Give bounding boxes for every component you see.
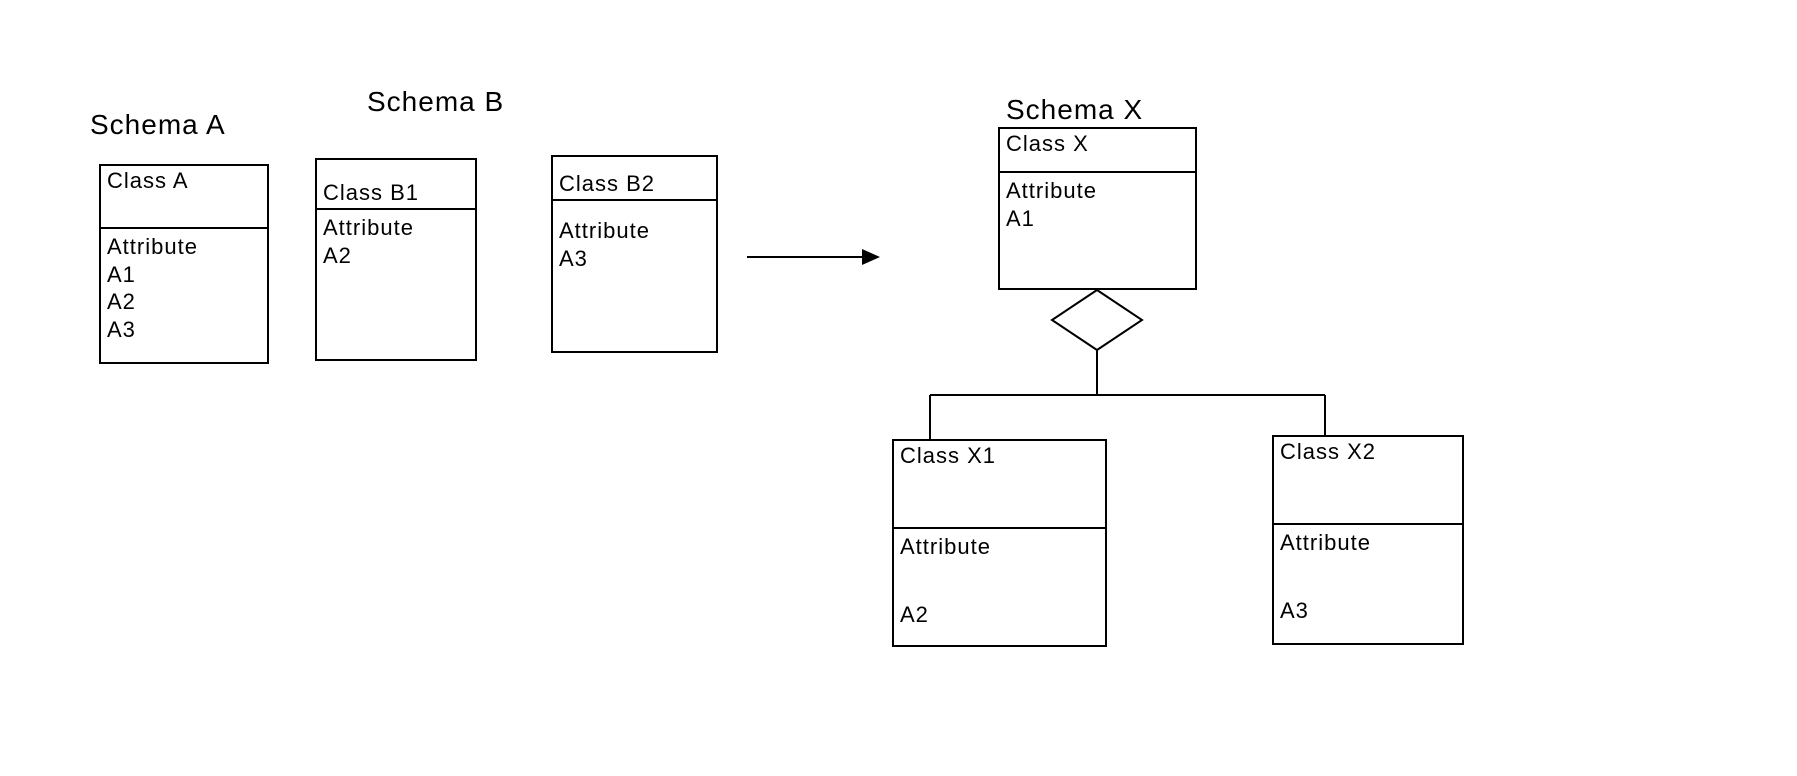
aggregation-connector-icon (0, 0, 1797, 776)
